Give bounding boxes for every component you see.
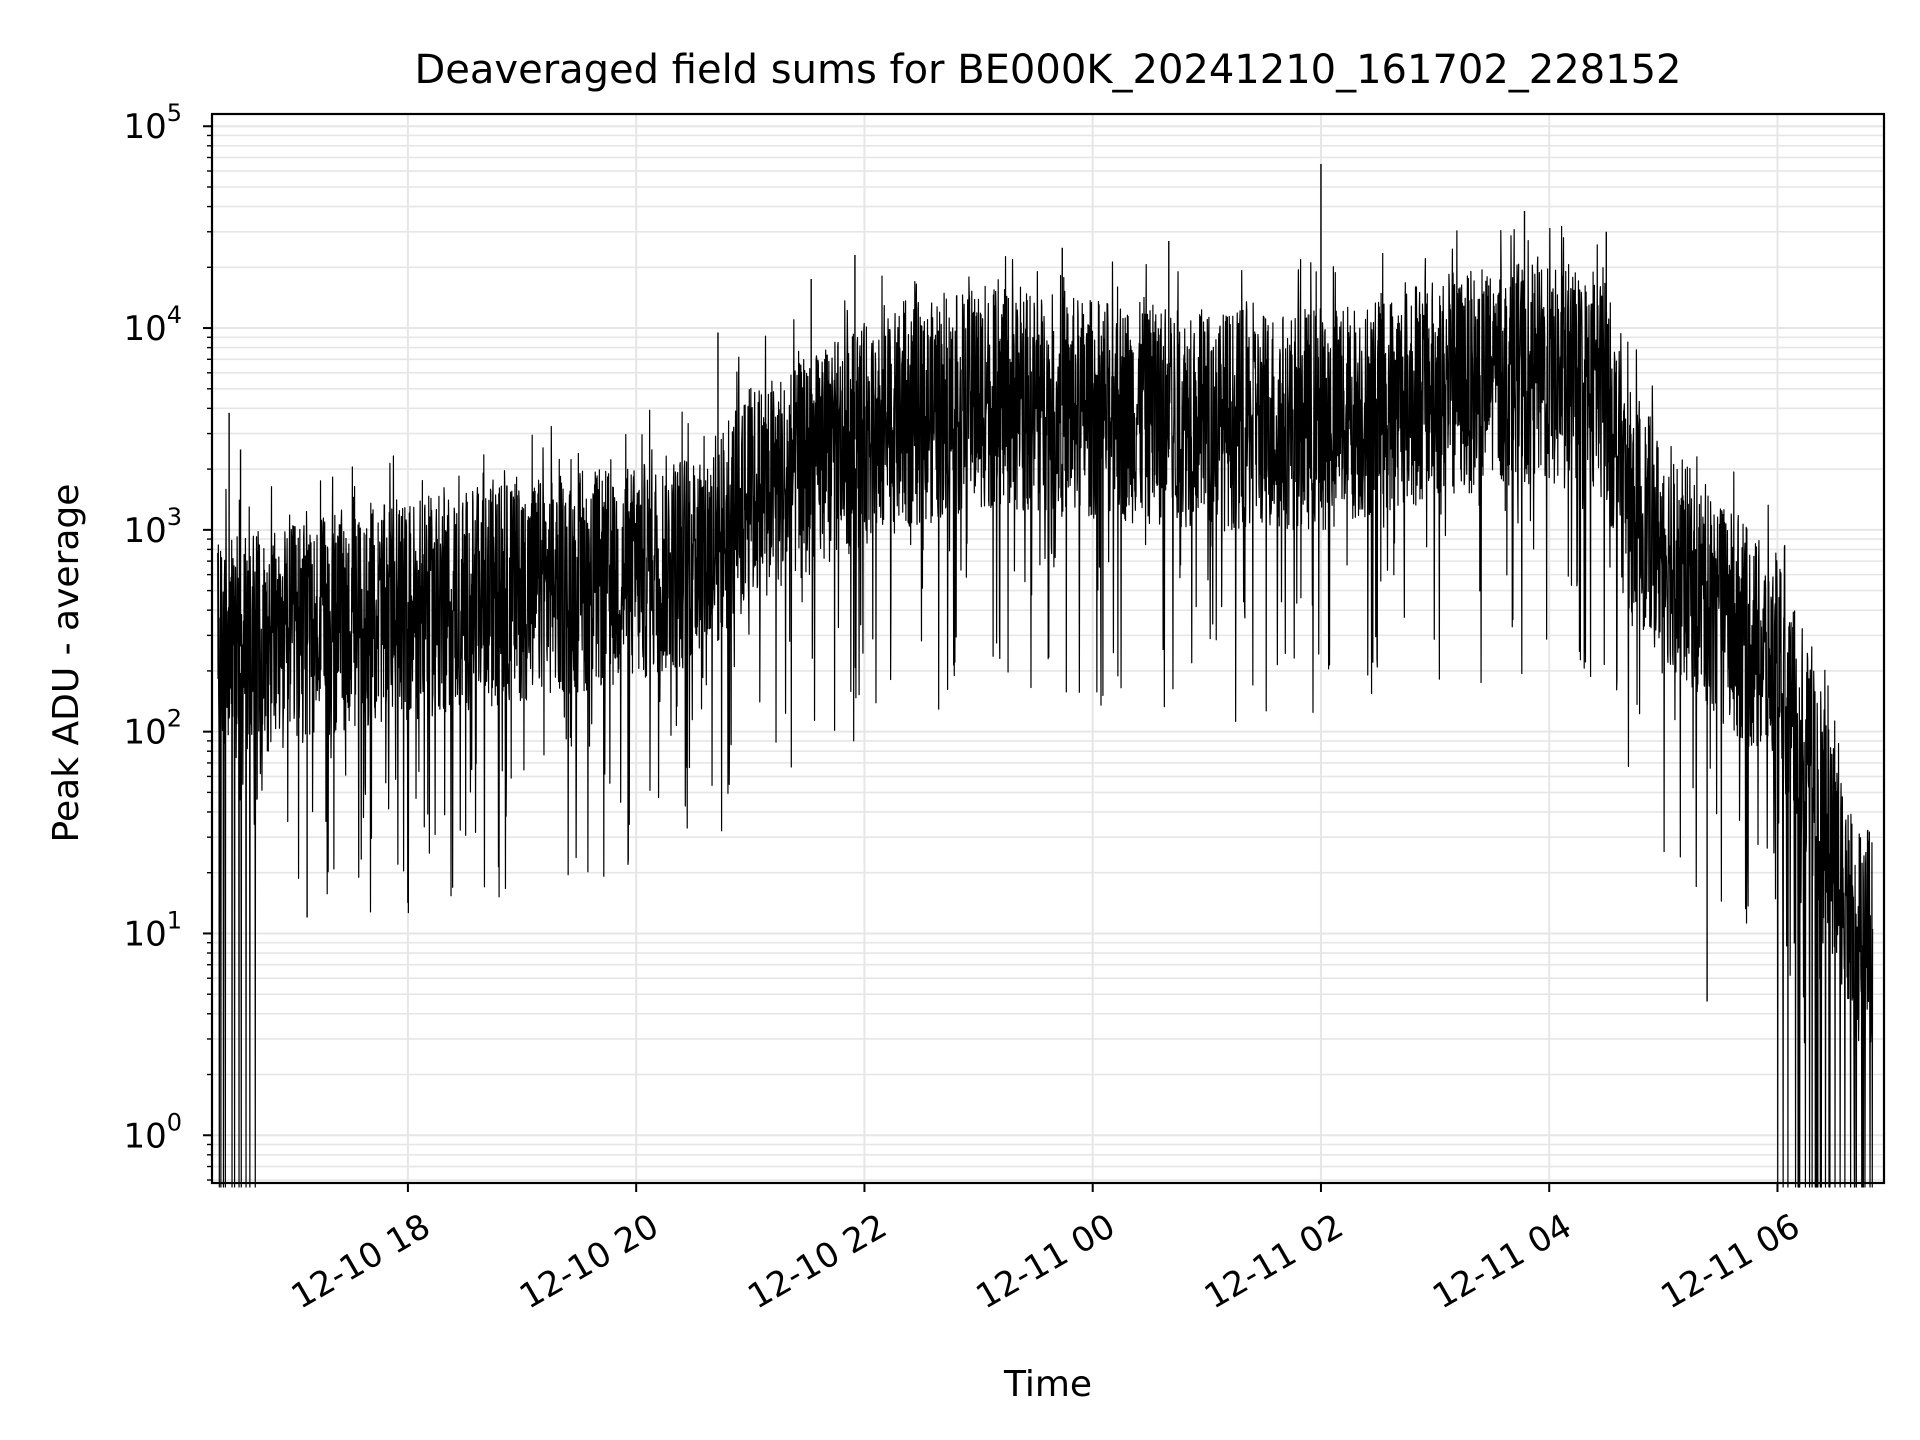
chart-title: Deaveraged field sums for BE000K_2024121… (415, 47, 1682, 93)
y-tick-label: 104 (123, 301, 182, 349)
y-tick-label: 103 (123, 503, 182, 551)
series-trace (217, 225, 1874, 1188)
y-ticks: 100 101 102 103 104 105 (123, 99, 212, 1181)
axes (210, 112, 1886, 1185)
x-tick-label: 12-11 06 (1654, 1206, 1806, 1317)
plot-frame (210, 112, 1886, 1185)
y-tick-label: 105 (123, 99, 182, 147)
y-tick-label: 102 (123, 705, 182, 753)
series-line (217, 164, 1874, 1188)
y-tick-label: 100 (123, 1108, 182, 1156)
x-ticks: 12-10 18 12-10 20 12-10 22 12-11 00 12-11 02… (285, 1183, 1807, 1317)
x-axis-label: Time (1003, 1364, 1092, 1405)
x-tick-label: 12-11 04 (1426, 1206, 1578, 1317)
y-tick-label: 101 (123, 906, 182, 954)
y-axis-label: Peak ADU - average (46, 484, 87, 843)
x-tick-label: 12-10 18 (285, 1206, 437, 1317)
x-tick-label: 12-11 00 (970, 1206, 1122, 1317)
x-tick-label: 12-10 20 (513, 1206, 665, 1317)
x-tick-label: 12-11 02 (1198, 1206, 1350, 1317)
x-tick-label: 12-10 22 (741, 1206, 893, 1317)
